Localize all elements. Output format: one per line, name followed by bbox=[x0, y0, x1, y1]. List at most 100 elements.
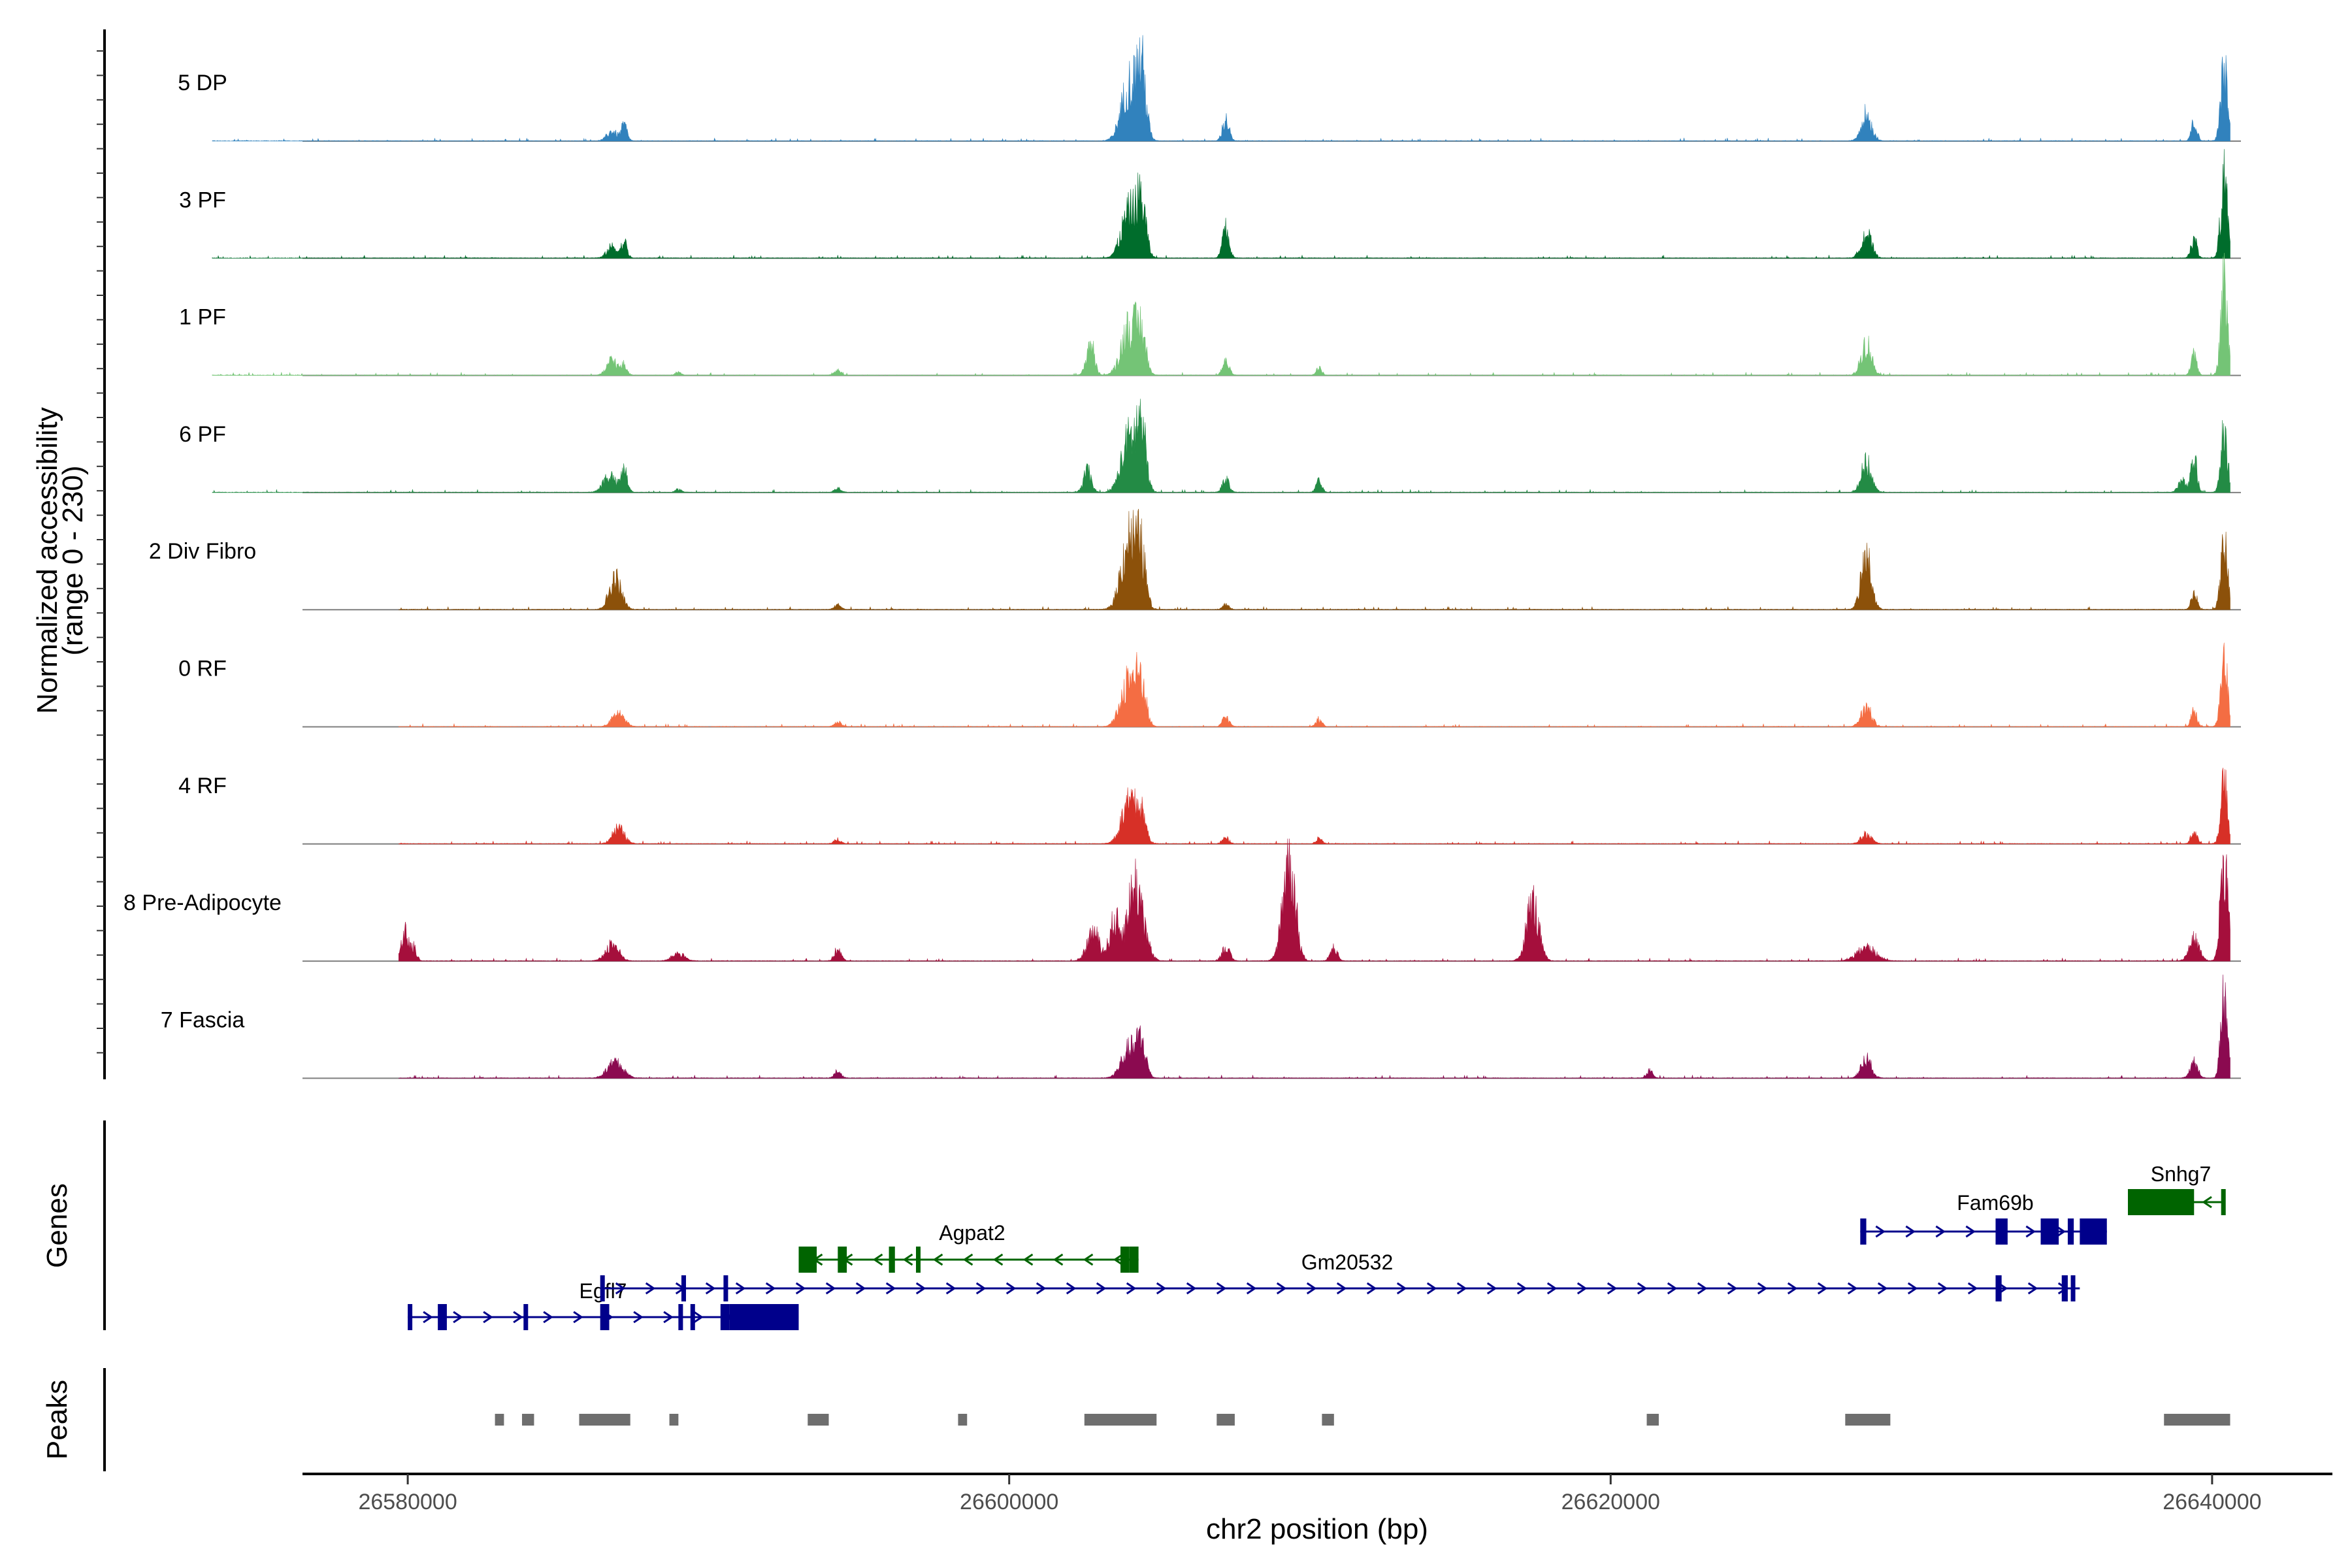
strand-arrow bbox=[1053, 1253, 1064, 1266]
peak-region bbox=[958, 1414, 968, 1426]
strand-arrow bbox=[962, 1253, 973, 1266]
x-tick-label: 26620000 bbox=[1561, 1490, 1660, 1514]
strand-arrow bbox=[1186, 1282, 1197, 1295]
gene-exon bbox=[889, 1247, 895, 1273]
coverage-area bbox=[399, 974, 2230, 1079]
x-axis-ticks: 26580000 26600000 26620000 26640000 bbox=[358, 1474, 2262, 1514]
strand-arrow bbox=[1937, 1282, 1948, 1295]
track-0-rf: 0 RF bbox=[178, 642, 2241, 728]
track-label: 2 Div Fibro bbox=[149, 539, 256, 564]
strand-arrow bbox=[1036, 1282, 1047, 1295]
coverage-area bbox=[399, 642, 2230, 728]
strand-arrow bbox=[615, 1282, 626, 1295]
strand-arrow bbox=[825, 1282, 836, 1295]
strand-arrow bbox=[453, 1311, 463, 1324]
strand-arrow bbox=[1113, 1253, 1124, 1266]
strand-arrow bbox=[2027, 1282, 2038, 1295]
gene-exon bbox=[1860, 1218, 1867, 1245]
track-label: 6 PF bbox=[179, 422, 226, 447]
coverage-area bbox=[212, 399, 2230, 493]
gene-exon bbox=[2127, 1189, 2195, 1215]
strand-arrow bbox=[1246, 1282, 1257, 1295]
gene-label: Fam69b bbox=[1957, 1191, 2033, 1215]
strand-arrow bbox=[1516, 1282, 1527, 1295]
gene-exon bbox=[678, 1304, 683, 1330]
peak-region bbox=[1646, 1414, 1659, 1426]
track-label: 3 PF bbox=[179, 188, 226, 212]
strand-arrow bbox=[735, 1282, 746, 1295]
strand-arrow bbox=[765, 1282, 776, 1295]
track-label: 4 RF bbox=[178, 774, 227, 798]
strand-arrow bbox=[1697, 1282, 1708, 1295]
strand-arrow bbox=[902, 1253, 913, 1266]
peak-region bbox=[669, 1414, 679, 1426]
strand-arrow bbox=[1757, 1282, 1768, 1295]
coverage-area bbox=[212, 253, 2230, 376]
coverage-area bbox=[399, 508, 2230, 610]
peak-region bbox=[1084, 1414, 1157, 1426]
strand-arrow bbox=[663, 1311, 674, 1324]
strand-arrow bbox=[1005, 1282, 1017, 1295]
strand-arrow bbox=[1126, 1282, 1137, 1295]
strand-arrow bbox=[885, 1282, 896, 1295]
strand-arrow bbox=[1456, 1282, 1467, 1295]
gene-exon bbox=[1995, 1218, 2008, 1245]
gene-exon bbox=[729, 1304, 799, 1330]
track-3-pf: 3 PF bbox=[179, 149, 2241, 259]
gene-label: Snhg7 bbox=[2151, 1162, 2212, 1186]
strand-arrow bbox=[543, 1311, 553, 1324]
strand-arrow bbox=[1156, 1282, 1167, 1295]
coverage-area bbox=[399, 838, 2230, 962]
gene-exon bbox=[408, 1304, 413, 1330]
strand-arrow bbox=[1905, 1225, 1916, 1238]
peak-region bbox=[808, 1414, 829, 1426]
coverage-area bbox=[399, 768, 2230, 845]
strand-arrow bbox=[1083, 1253, 1094, 1266]
gene-egfl7: Egfl7 bbox=[408, 1279, 799, 1330]
strand-arrow bbox=[1486, 1282, 1497, 1295]
strand-arrow bbox=[513, 1311, 523, 1324]
strand-arrow bbox=[1935, 1225, 1946, 1238]
strand-arrow bbox=[573, 1311, 583, 1324]
x-axis-title: chr2 position (bp) bbox=[1206, 1513, 1428, 1545]
track-8-pre-adipocyte: 8 Pre-Adipocyte bbox=[123, 838, 2241, 962]
strand-arrow bbox=[645, 1282, 656, 1295]
gene-label: Agpat2 bbox=[939, 1221, 1005, 1245]
strand-arrow bbox=[2202, 1196, 2212, 1209]
strand-arrow bbox=[1216, 1282, 1227, 1295]
gene-gm20532: Gm20532 bbox=[600, 1250, 2080, 1301]
track-7-fascia: 7 Fascia bbox=[161, 974, 2241, 1079]
strand-arrow bbox=[992, 1253, 1004, 1266]
gene-exon bbox=[600, 1304, 610, 1330]
strand-arrow bbox=[633, 1311, 644, 1324]
coverage-tracks: 5 DP 3 PF 1 PF 6 PF 2 Div Fibro 0 RF 4 RF 8 Pre… bbox=[123, 35, 2241, 1079]
peak-region bbox=[1322, 1414, 1334, 1426]
strand-arrow bbox=[1336, 1282, 1347, 1295]
track-label: 7 Fascia bbox=[161, 1007, 245, 1032]
strand-arrow bbox=[1066, 1282, 1077, 1295]
peak-region bbox=[579, 1414, 630, 1426]
strand-arrow bbox=[2025, 1225, 2036, 1238]
peak-region bbox=[495, 1414, 504, 1426]
strand-arrow bbox=[932, 1253, 943, 1266]
gene-exon bbox=[1995, 1275, 2002, 1301]
gene-exon bbox=[2040, 1218, 2059, 1245]
gene-exon bbox=[690, 1304, 695, 1330]
peak-region bbox=[522, 1414, 534, 1426]
strand-arrow bbox=[2055, 1225, 2066, 1238]
gene-agpat2: Agpat2 bbox=[798, 1221, 1139, 1273]
strand-arrow bbox=[945, 1282, 956, 1295]
track-2-div-fibro: 2 Div Fibro bbox=[149, 508, 2241, 611]
strand-arrow bbox=[1096, 1282, 1107, 1295]
gene-exon bbox=[2080, 1218, 2107, 1245]
coverage-area bbox=[212, 149, 2230, 259]
strand-arrow bbox=[483, 1311, 493, 1324]
gene-exon bbox=[916, 1247, 921, 1273]
strand-arrow bbox=[1426, 1282, 1437, 1295]
strand-arrow bbox=[872, 1253, 883, 1266]
strand-arrow bbox=[975, 1282, 987, 1295]
strand-arrow bbox=[423, 1311, 433, 1324]
track-1-pf: 1 PF bbox=[179, 253, 2241, 376]
strand-arrow bbox=[915, 1282, 926, 1295]
